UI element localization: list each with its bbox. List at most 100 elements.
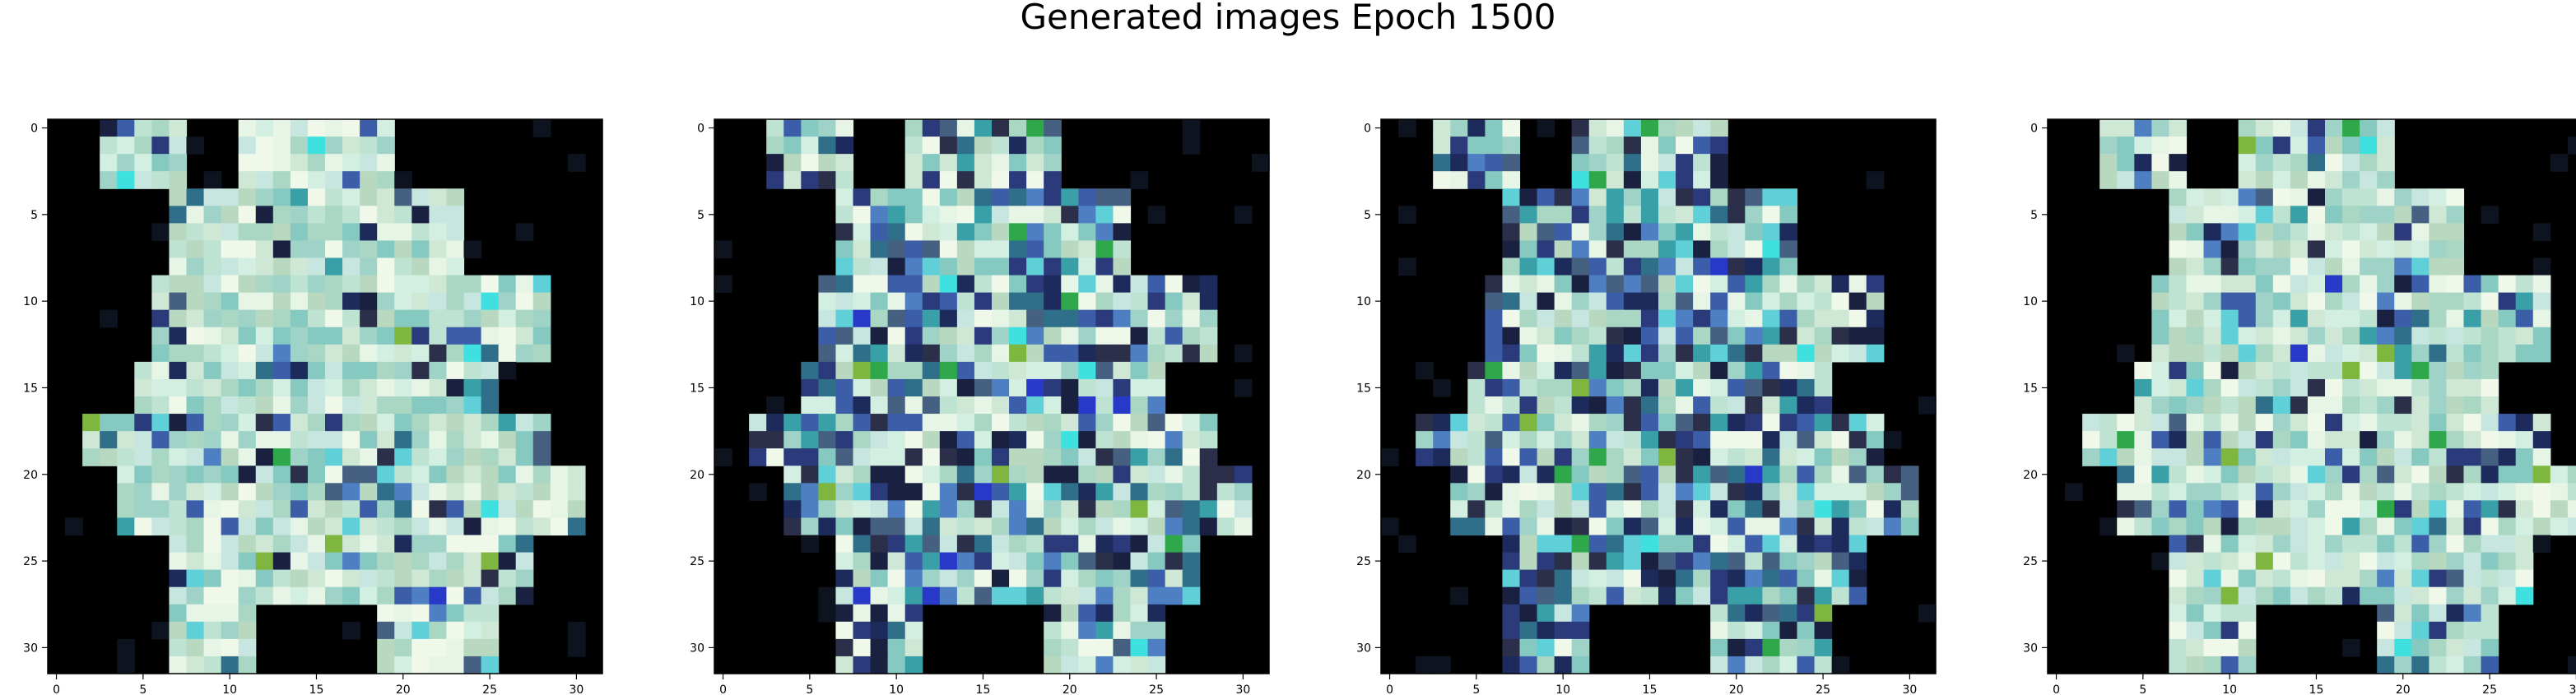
pixel	[1078, 656, 1096, 674]
pixel	[2377, 171, 2395, 189]
pixel	[939, 223, 958, 242]
pixel	[481, 414, 500, 432]
pixel	[2117, 154, 2135, 172]
pixel	[1026, 466, 1044, 484]
pixel	[2463, 656, 2482, 674]
pixel	[290, 223, 309, 242]
pixel	[2151, 292, 2170, 311]
pixel	[2515, 431, 2534, 449]
x-tick-label: 10	[1555, 683, 1570, 695]
pixel	[1710, 361, 1728, 380]
pixel	[342, 535, 360, 554]
pixel	[498, 309, 517, 328]
pixel	[870, 517, 889, 536]
pixel	[1900, 500, 1919, 519]
pixel	[186, 344, 205, 363]
pixel	[1485, 517, 1504, 536]
pixel	[1044, 344, 1062, 363]
pixel	[498, 448, 517, 466]
pixel	[1588, 171, 1607, 189]
pixel	[1165, 448, 1183, 466]
pixel	[134, 154, 152, 172]
pixel	[1182, 119, 1201, 137]
pixel	[870, 621, 889, 640]
pixel	[714, 240, 732, 259]
pixel	[1848, 569, 1867, 588]
pixel	[429, 240, 448, 259]
pixel	[325, 500, 343, 519]
pixel	[2498, 448, 2517, 466]
pixel	[1009, 119, 1027, 137]
pixel	[853, 240, 872, 259]
pixel	[169, 154, 188, 172]
pixel	[1026, 344, 1044, 363]
pixel	[922, 500, 941, 519]
pixel	[1658, 361, 1676, 380]
pixel	[1061, 396, 1079, 415]
pixel	[1710, 378, 1728, 397]
pixel	[2360, 378, 2378, 397]
pixel	[2151, 327, 2170, 345]
pixel	[1026, 414, 1044, 432]
pixel	[1519, 188, 1538, 206]
pixel	[2203, 292, 2222, 311]
pixel	[835, 535, 854, 554]
pixel	[394, 517, 412, 536]
pixel	[853, 586, 872, 605]
pixel	[2186, 327, 2205, 345]
pixel	[255, 414, 274, 432]
pixel	[1814, 361, 1833, 380]
pixel	[169, 621, 188, 640]
pixel	[956, 206, 975, 224]
pixel	[1537, 275, 1555, 294]
pixel	[2255, 535, 2274, 554]
pixel	[956, 378, 975, 397]
pixel	[1485, 119, 1504, 137]
pixel	[2220, 275, 2239, 294]
pixel	[186, 327, 205, 345]
pixel	[1727, 275, 1746, 294]
pixel	[1831, 414, 1850, 432]
pixel	[1519, 656, 1538, 674]
pixel	[1831, 344, 1850, 363]
pixel	[272, 223, 291, 242]
pixel	[887, 569, 906, 588]
pixel	[325, 137, 343, 155]
pixel	[1095, 621, 1114, 640]
pixel	[1044, 327, 1062, 345]
pixel	[2169, 344, 2188, 363]
pixel	[1710, 257, 1728, 276]
pixel	[342, 621, 360, 640]
pixel	[100, 171, 118, 189]
pixel	[2117, 431, 2135, 449]
pixel	[1745, 621, 1763, 640]
pixel	[1710, 119, 1728, 137]
pixel	[2498, 500, 2517, 519]
pixel	[1623, 448, 1642, 466]
pixel	[1182, 414, 1201, 432]
pixel	[1537, 448, 1555, 466]
pixel	[2186, 378, 2205, 397]
pixel	[1710, 535, 1728, 554]
pixel	[939, 119, 958, 137]
pixel	[1727, 448, 1746, 466]
pixel	[1727, 431, 1746, 449]
pixel	[1676, 448, 1694, 466]
pixel	[1623, 206, 1642, 224]
pixel	[2203, 327, 2222, 345]
pixel	[255, 378, 274, 397]
pixel	[1640, 292, 1659, 311]
pixel	[481, 378, 500, 397]
pixel	[2342, 275, 2360, 294]
pixel	[238, 517, 257, 536]
pixel	[1727, 500, 1746, 519]
pixel	[2429, 206, 2448, 224]
pixel	[203, 257, 222, 276]
pixel	[801, 154, 819, 172]
pixel	[974, 275, 993, 294]
pixel	[992, 552, 1010, 571]
pixel	[1693, 500, 1711, 519]
pixel	[238, 119, 257, 137]
pixel	[2099, 448, 2118, 466]
pixel	[2238, 431, 2257, 449]
